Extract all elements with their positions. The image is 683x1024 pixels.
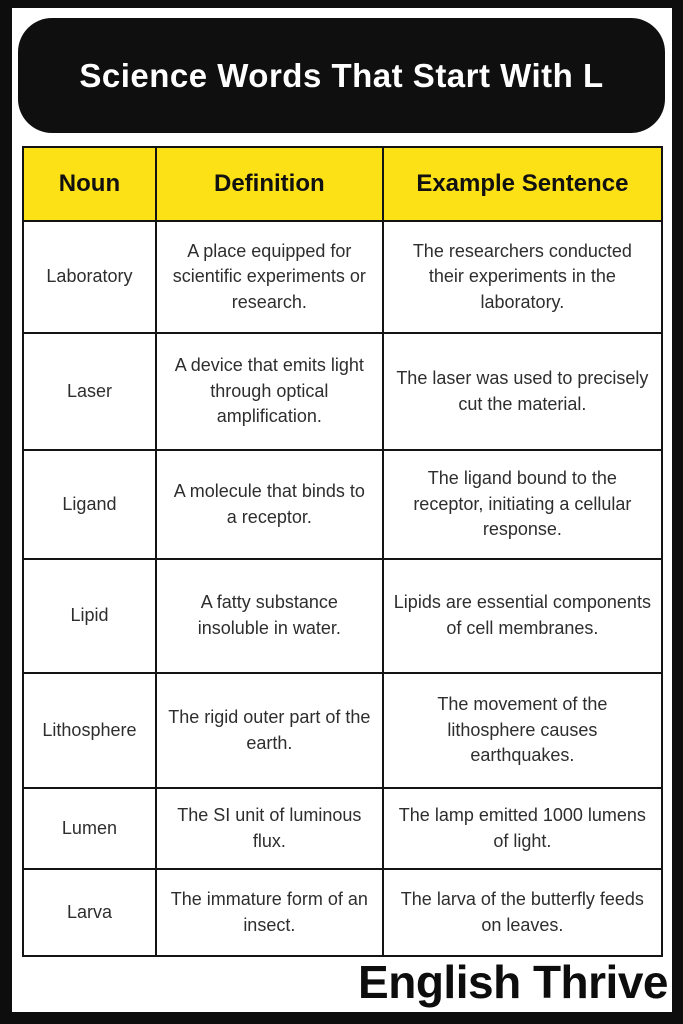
definition-cell: A device that emits light through optica… — [154, 332, 384, 451]
definition-cell: A fatty substance insoluble in water. — [154, 558, 384, 674]
footer: English Thrive — [12, 952, 672, 1012]
header-row: Noun Definition Example Sentence — [22, 146, 664, 222]
example-cell: The laser was used to precisely cut the … — [381, 332, 664, 451]
noun-cell: Larva — [22, 868, 157, 957]
table-body: Laboratory A place equipped for scientifi… — [22, 220, 664, 957]
brand-name: English Thrive — [358, 956, 668, 1008]
definition-cell: The immature form of an insect. — [154, 868, 384, 957]
example-cell: Lipids are essential components of cell … — [381, 558, 664, 674]
example-cell: The researchers conducted their experime… — [381, 220, 664, 334]
definition-cell: The SI unit of luminous flux. — [154, 787, 384, 870]
table-row: Laboratory A place equipped for scientifi… — [22, 220, 664, 334]
column-header-noun: Noun — [22, 146, 157, 222]
noun-cell: Lumen — [22, 787, 157, 870]
table-row: Larva The immature form of an insect. The … — [22, 868, 664, 957]
definition-cell: A place equipped for scientific experime… — [154, 220, 384, 334]
noun-cell: Laser — [22, 332, 157, 451]
example-cell: The ligand bound to the receptor, initia… — [381, 449, 664, 560]
table-row: Lithosphere The rigid outer part of the e… — [22, 672, 664, 789]
example-cell: The larva of the butterfly feeds on leav… — [381, 868, 664, 957]
definition-cell: The rigid outer part of the earth. — [154, 672, 384, 789]
content-card: Science Words That Start With L Noun Def… — [12, 8, 672, 1012]
vocab-table: Noun Definition Example Sentence Laborat… — [22, 146, 664, 957]
table-row: Lipid A fatty substance insoluble in wate… — [22, 558, 664, 674]
noun-cell: Laboratory — [22, 220, 157, 334]
table-row: Lumen The SI unit of luminous flux. The la… — [22, 787, 664, 870]
noun-cell: Lipid — [22, 558, 157, 674]
table-row: Laser A device that emits light through o… — [22, 332, 664, 451]
title-banner: Science Words That Start With L — [18, 18, 665, 133]
noun-cell: Ligand — [22, 449, 157, 560]
noun-cell: Lithosphere — [22, 672, 157, 789]
example-cell: The lamp emitted 1000 lumens of light. — [381, 787, 664, 870]
page-title: Science Words That Start With L — [79, 56, 604, 94]
column-header-definition: Definition — [154, 146, 384, 222]
column-header-example: Example Sentence — [381, 146, 664, 222]
table-row: Ligand A molecule that binds to a recepto… — [22, 449, 664, 560]
definition-cell: A molecule that binds to a receptor. — [154, 449, 384, 560]
example-cell: The movement of the lithosphere causes e… — [381, 672, 664, 789]
